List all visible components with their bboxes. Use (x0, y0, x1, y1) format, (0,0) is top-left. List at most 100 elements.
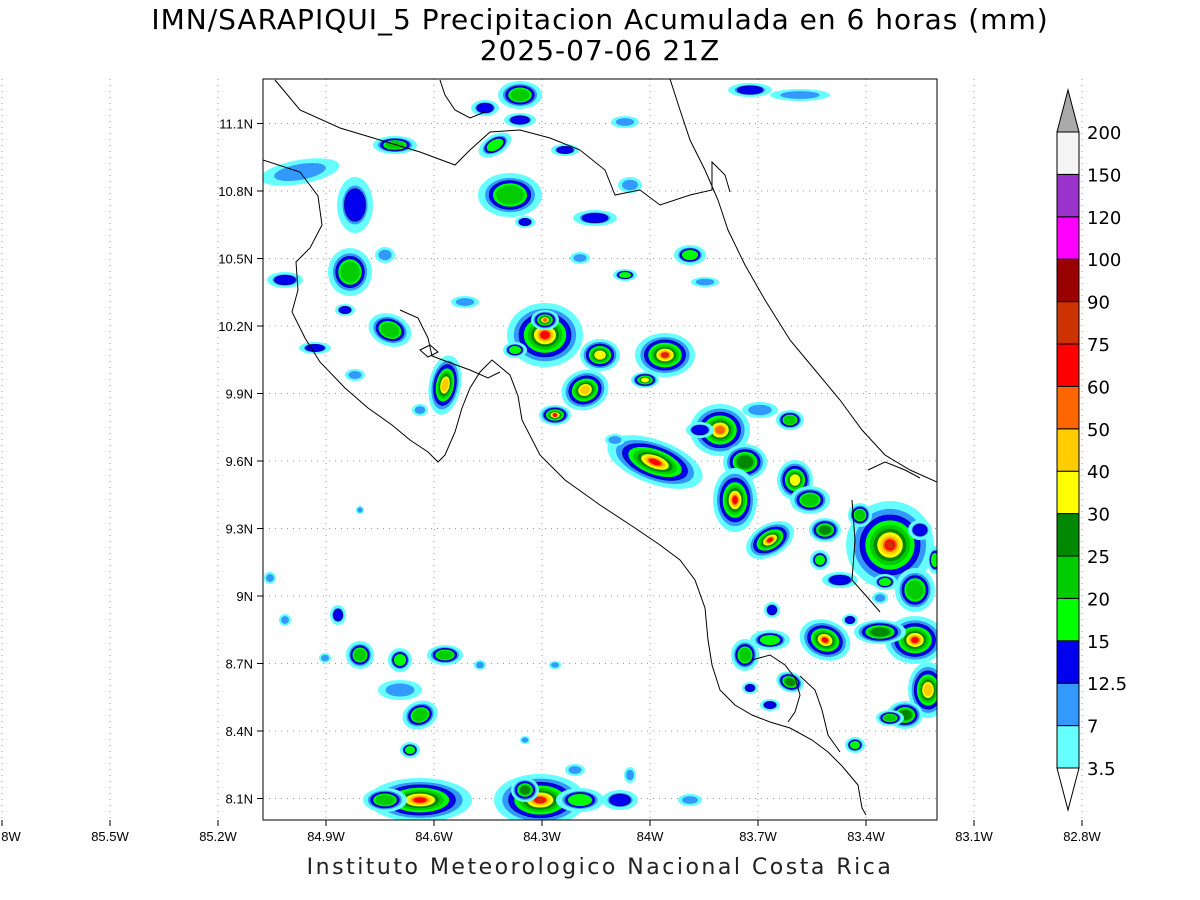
colorbar-swatch (1056, 513, 1080, 557)
precip-contour (274, 274, 296, 286)
precip-contour (886, 541, 894, 549)
lon-tick-label: 83.7W (739, 829, 777, 844)
colorbar-label: 50 (1087, 420, 1110, 441)
precip-cell (498, 81, 542, 109)
precip-contour (814, 554, 826, 566)
precip-contour (912, 523, 928, 537)
coastline-borders (263, 79, 937, 816)
colorbar-swatch (1056, 301, 1080, 345)
plot-frame (262, 78, 938, 821)
lat-tick-label: 9.3N (226, 522, 253, 537)
precip-contour (357, 507, 363, 513)
precip-contour (455, 298, 475, 306)
precip-cell (842, 614, 858, 626)
colorbar-swatch (1056, 343, 1080, 387)
precip-cell (503, 342, 527, 358)
precip-contour (567, 793, 593, 807)
precip-contour (691, 424, 709, 436)
lon-tick-label: 83.4W (847, 829, 885, 844)
precip-contour (281, 616, 289, 624)
precip-contour (759, 634, 781, 646)
precip-contour (338, 306, 352, 314)
precip-cell (402, 700, 438, 730)
precip-contour (819, 525, 831, 535)
precip-contour (340, 261, 360, 283)
golfo-dulce (799, 675, 841, 753)
precip-contour (736, 455, 754, 469)
precip-cell (549, 661, 561, 669)
precip-cell (631, 372, 659, 388)
colorbar-min-arrow (1056, 767, 1080, 812)
precip-cell (731, 639, 759, 671)
osa-peninsula (751, 654, 801, 723)
precip-cell (388, 648, 412, 672)
precip-cell (728, 83, 772, 97)
precip-cell (264, 572, 276, 584)
precip-cell (507, 303, 583, 367)
colorbar-label: 15 (1087, 632, 1110, 653)
precip-contour (412, 708, 428, 722)
precip-contour (266, 574, 274, 582)
precip-cell (330, 605, 346, 625)
precip-contour (640, 377, 650, 383)
precip-contour (732, 496, 738, 504)
precip-contour (744, 684, 756, 692)
precip-cell (279, 614, 291, 626)
precip-cell (580, 339, 620, 371)
precip-contour (784, 678, 796, 686)
precip-contour (930, 552, 937, 568)
lat-tick-label: 10.2N (218, 319, 253, 334)
precip-cell (799, 619, 851, 661)
precip-cell (770, 89, 830, 101)
precip-cell (691, 277, 719, 287)
lat-tick-label: 8.1N (226, 792, 253, 807)
precip-cell (810, 550, 830, 570)
precip-cell (846, 501, 934, 589)
precip-contour (626, 769, 634, 781)
colorbar-label: 60 (1087, 377, 1110, 398)
lat-tick-label: 10.8N (218, 184, 253, 199)
precip-cell (602, 790, 638, 810)
precip-contour (385, 683, 415, 697)
precip-contour (413, 797, 427, 803)
small-island (419, 344, 439, 358)
precip-cell (790, 486, 830, 514)
precip-contour (518, 218, 532, 226)
precip-cell (764, 602, 780, 618)
precip-contour (510, 115, 530, 125)
precip-cell (375, 247, 395, 263)
lon-tick-label: 84W (637, 829, 664, 844)
precip-cell (742, 682, 758, 694)
precip-contour (821, 637, 829, 643)
precip-cell (809, 518, 841, 542)
lon-tick-label: 82.8W (1063, 829, 1101, 844)
precip-contour (437, 650, 453, 660)
precip-cell (908, 662, 937, 718)
precip-cell (267, 272, 303, 288)
precip-contour (553, 413, 557, 417)
lon-tick-label: 84.9W (307, 829, 345, 844)
precip-cell (520, 736, 530, 744)
precip-contour (344, 188, 366, 222)
precip-contour (766, 604, 778, 616)
precip-contour (870, 627, 890, 637)
precip-cell (504, 113, 536, 127)
map-subtitle: 2025-07-06 21Z (479, 34, 721, 67)
map-title: IMN/SARAPIQUI_5 Precipitacion Acumulada … (151, 3, 1049, 36)
precip-contour (380, 322, 400, 338)
precip-cell (478, 132, 512, 158)
lon-tick-label: 85.8W (0, 829, 22, 844)
precip-contour (763, 701, 777, 709)
colorbar-swatch (1056, 555, 1080, 599)
precip-contour (649, 458, 661, 466)
precip-cell (551, 144, 579, 156)
precip-contour (829, 574, 851, 586)
precip-contour (510, 88, 530, 102)
precip-cell (674, 245, 706, 265)
colorbar-swatch (1056, 428, 1080, 472)
precip-contour (801, 493, 819, 507)
precip-contour (551, 662, 559, 668)
precip-cell (556, 788, 604, 812)
precip-contour (321, 654, 329, 662)
